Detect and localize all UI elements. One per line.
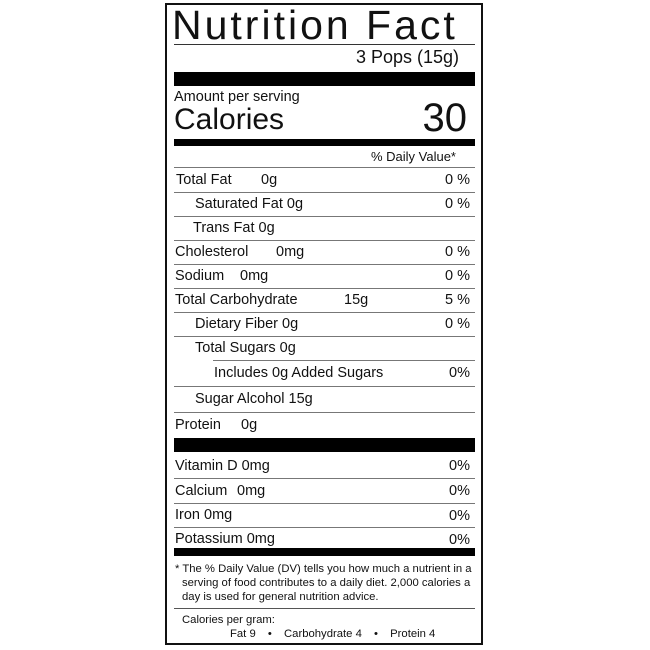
thick-divider (174, 139, 475, 146)
nutrient-dv: 0 % (445, 268, 470, 284)
vitamin-name: Vitamin D 0mg (175, 458, 270, 474)
vitamin-name: Potassium 0mg (175, 531, 275, 547)
vitamin-amount: 0mg (237, 483, 266, 499)
serving-size: 3 Pops (15g) (355, 47, 459, 67)
nutrient-dv: 0 % (445, 316, 470, 332)
nutrient-name: Sugar Alcohol 15g (195, 391, 313, 407)
nutrient-name: Protein (175, 417, 221, 433)
nutrient-name: Saturated Fat 0g (195, 196, 304, 212)
divider (174, 503, 475, 504)
calories-per-gram-label: Calories per gram: (182, 614, 275, 626)
nutrient-dv: 5 % (445, 292, 470, 308)
nutrient-amount: 0g (261, 172, 278, 188)
nutrient-name: Total Carbohydrate (175, 292, 298, 308)
daily-value-header: % Daily Value* (370, 149, 456, 164)
divider (174, 264, 475, 265)
divider (213, 360, 475, 361)
nutrient-dv: 0 % (445, 244, 470, 260)
nutrient-name: Cholesterol (175, 244, 249, 260)
separator: • (267, 628, 272, 640)
nutrient-amount: 0g (241, 417, 258, 433)
divider (174, 240, 475, 241)
nutrient-amount: 15g (344, 292, 369, 308)
divider (174, 608, 475, 609)
thick-divider (174, 438, 475, 452)
vitamin-dv: 0% (449, 532, 470, 548)
divider (174, 478, 475, 479)
divider (174, 288, 475, 289)
divider (174, 386, 475, 387)
nutrition-label (165, 3, 483, 645)
separator: • (374, 628, 378, 640)
divider (174, 312, 475, 313)
calories-label: Calories (174, 103, 285, 136)
nutrient-name: Total Sugars 0g (195, 340, 296, 356)
protein-per-gram: Protein 4 (390, 628, 436, 640)
nutrient-amount: 0mg (276, 244, 305, 260)
divider (174, 527, 475, 528)
nutrient-amount: 0mg (240, 268, 269, 284)
footnote: * The % Daily Value (DV) tells you how m… (175, 563, 472, 603)
nutrient-dv: 0 % (445, 172, 470, 188)
thick-divider (174, 548, 475, 556)
amount-per-serving: Amount per serving (174, 89, 300, 105)
calories-value: 30 (422, 96, 468, 140)
nutrient-name: Total Fat (176, 172, 232, 188)
vitamin-dv: 0% (449, 508, 470, 524)
nutrient-dv: 0% (449, 365, 470, 381)
nutrient-dv: 0 % (445, 196, 470, 212)
divider (174, 412, 475, 413)
nutrient-name: Sodium (175, 268, 225, 284)
nutrient-name: Dietary Fiber 0g (195, 316, 299, 332)
divider (174, 44, 475, 45)
divider (174, 167, 475, 168)
vitamin-name: Calcium (175, 483, 228, 499)
label-title: Nutrition Fact (172, 2, 458, 48)
fat-per-gram: Fat 9 (230, 628, 256, 640)
nutrient-name: Includes 0g Added Sugars (214, 365, 384, 381)
nutrient-name: Trans Fat 0g (193, 220, 275, 236)
vitamin-name: Iron 0mg (175, 507, 233, 523)
thick-divider (174, 72, 475, 86)
divider (174, 336, 475, 337)
carb-per-gram: Carbohydrate 4 (284, 628, 362, 640)
calories-per-gram-values: Fat 9 • Carbohydrate 4 • Protein 4 (230, 628, 435, 640)
divider (174, 192, 475, 193)
divider (174, 216, 475, 217)
vitamin-dv: 0% (449, 458, 470, 474)
vitamin-dv: 0% (449, 483, 470, 499)
